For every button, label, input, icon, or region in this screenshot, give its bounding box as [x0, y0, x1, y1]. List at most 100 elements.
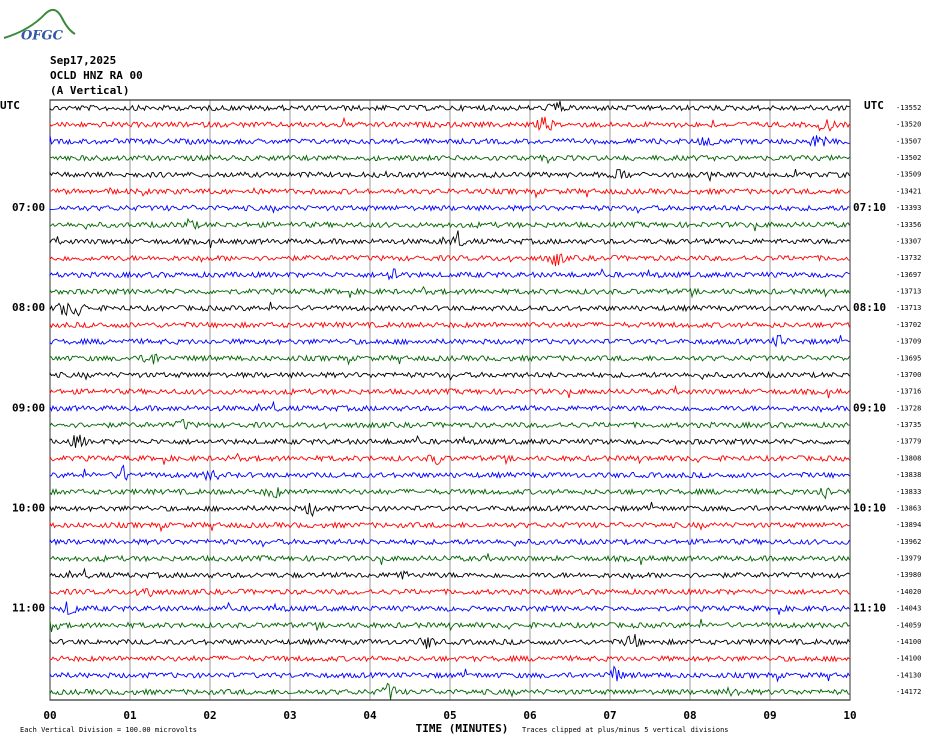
right-hour-label: 09:10 [853, 401, 886, 414]
header-date: Sep17,2025 [50, 54, 116, 67]
trace-offset: -13702 [896, 321, 921, 329]
trace [49, 682, 850, 700]
trace [49, 501, 850, 518]
trace [49, 537, 850, 548]
trace-offset: -14130 [896, 671, 921, 679]
trace-offset: -13980 [896, 571, 921, 579]
trace [49, 334, 850, 348]
trace [49, 267, 850, 281]
trace [49, 587, 850, 598]
header-component: (A Vertical) [50, 84, 129, 97]
trace [49, 370, 850, 381]
x-tick-label: 00 [43, 709, 56, 722]
x-tick-label: 07 [603, 709, 616, 722]
logo-text: OFGC [21, 29, 64, 44]
trace [49, 100, 850, 113]
footer-scale: Each Vertical Division = 100.00 microvol… [20, 726, 197, 734]
trace-offset: -14100 [896, 638, 921, 646]
trace [49, 567, 850, 580]
trace-offset: -13509 [896, 171, 921, 179]
x-axis-title: TIME (MINUTES) [416, 722, 509, 735]
trace [49, 217, 850, 232]
trace-offset: -13779 [896, 438, 921, 446]
trace [49, 665, 850, 683]
trace-offset: -13421 [896, 187, 921, 195]
trace [49, 464, 850, 482]
trace [49, 654, 850, 663]
x-tick-label: 04 [363, 709, 377, 722]
left-hour-label: 10:00 [12, 501, 45, 514]
right-hour-label: 11:10 [853, 602, 886, 615]
trace-offset: -13393 [896, 204, 921, 212]
trace-offset: -14059 [896, 621, 921, 629]
trace [49, 135, 850, 147]
trace-offset: -13502 [896, 154, 921, 162]
x-tick-label: 03 [283, 709, 296, 722]
trace [49, 285, 850, 299]
trace [49, 601, 850, 615]
trace-offset: -14020 [896, 588, 921, 596]
trace [49, 186, 850, 199]
trace-offset: -13894 [896, 521, 921, 529]
x-tick-label: 05 [443, 709, 456, 722]
trace-offset: -13709 [896, 338, 921, 346]
trace-offset: -13838 [896, 471, 921, 479]
trace [49, 418, 850, 430]
trace-offset: -13700 [896, 371, 921, 379]
left-hour-label: 11:00 [12, 602, 45, 615]
trace-offset: -14100 [896, 655, 921, 663]
trace-offset: -13962 [896, 538, 921, 546]
trace-offset: -13713 [896, 304, 921, 312]
trace-offset: -13520 [896, 121, 921, 129]
x-tick-label: 06 [523, 709, 537, 722]
right-hour-label: 10:10 [853, 501, 886, 514]
x-tick-label: 09 [763, 709, 776, 722]
footer-clip: Traces clipped at plus/minus 5 vertical … [522, 726, 729, 734]
trace-offset: -13697 [896, 271, 921, 279]
left-hour-label: 08:00 [12, 301, 45, 314]
left-hour-label: 09:00 [12, 401, 45, 414]
trace [49, 253, 850, 267]
trace-offset: -13552 [896, 104, 921, 112]
header-station: OCLD HNZ RA 00 [50, 69, 143, 82]
trace [49, 230, 850, 248]
trace-offset: -13307 [896, 237, 921, 245]
trace [49, 634, 850, 649]
trace-offset: -13979 [896, 555, 921, 563]
left-axis-title: UTC [0, 99, 20, 112]
trace [49, 553, 850, 565]
trace [49, 301, 850, 317]
trace [49, 154, 850, 165]
x-tick-label: 08 [683, 709, 696, 722]
x-tick-label: 01 [123, 709, 137, 722]
trace [49, 321, 850, 329]
trace [49, 384, 850, 399]
x-tick-label: 10 [843, 709, 856, 722]
trace-offset: -13716 [896, 388, 921, 396]
trace [49, 618, 850, 632]
trace-offset: -13732 [896, 254, 921, 262]
trace-offset: -13356 [896, 221, 921, 229]
right-hour-label: 08:10 [853, 301, 886, 314]
trace-offset: -13735 [896, 421, 921, 429]
trace-offset: -14172 [896, 688, 921, 696]
trace [49, 204, 850, 215]
trace [49, 452, 850, 466]
trace-offset: -13728 [896, 404, 921, 412]
logo: OFGC [3, 8, 76, 44]
trace-offset: -13863 [896, 504, 921, 512]
trace [49, 521, 850, 533]
x-tick-label: 02 [203, 709, 216, 722]
trace-offset: -13713 [896, 288, 921, 296]
trace [49, 487, 850, 500]
trace [49, 434, 850, 448]
trace [49, 400, 850, 414]
trace-offset: -13507 [896, 137, 921, 145]
left-hour-label: 07:00 [12, 201, 45, 214]
trace [49, 353, 850, 366]
trace-offset: -13695 [896, 354, 921, 362]
right-hour-label: 07:10 [853, 201, 886, 214]
trace [49, 116, 850, 132]
trace [49, 168, 850, 183]
